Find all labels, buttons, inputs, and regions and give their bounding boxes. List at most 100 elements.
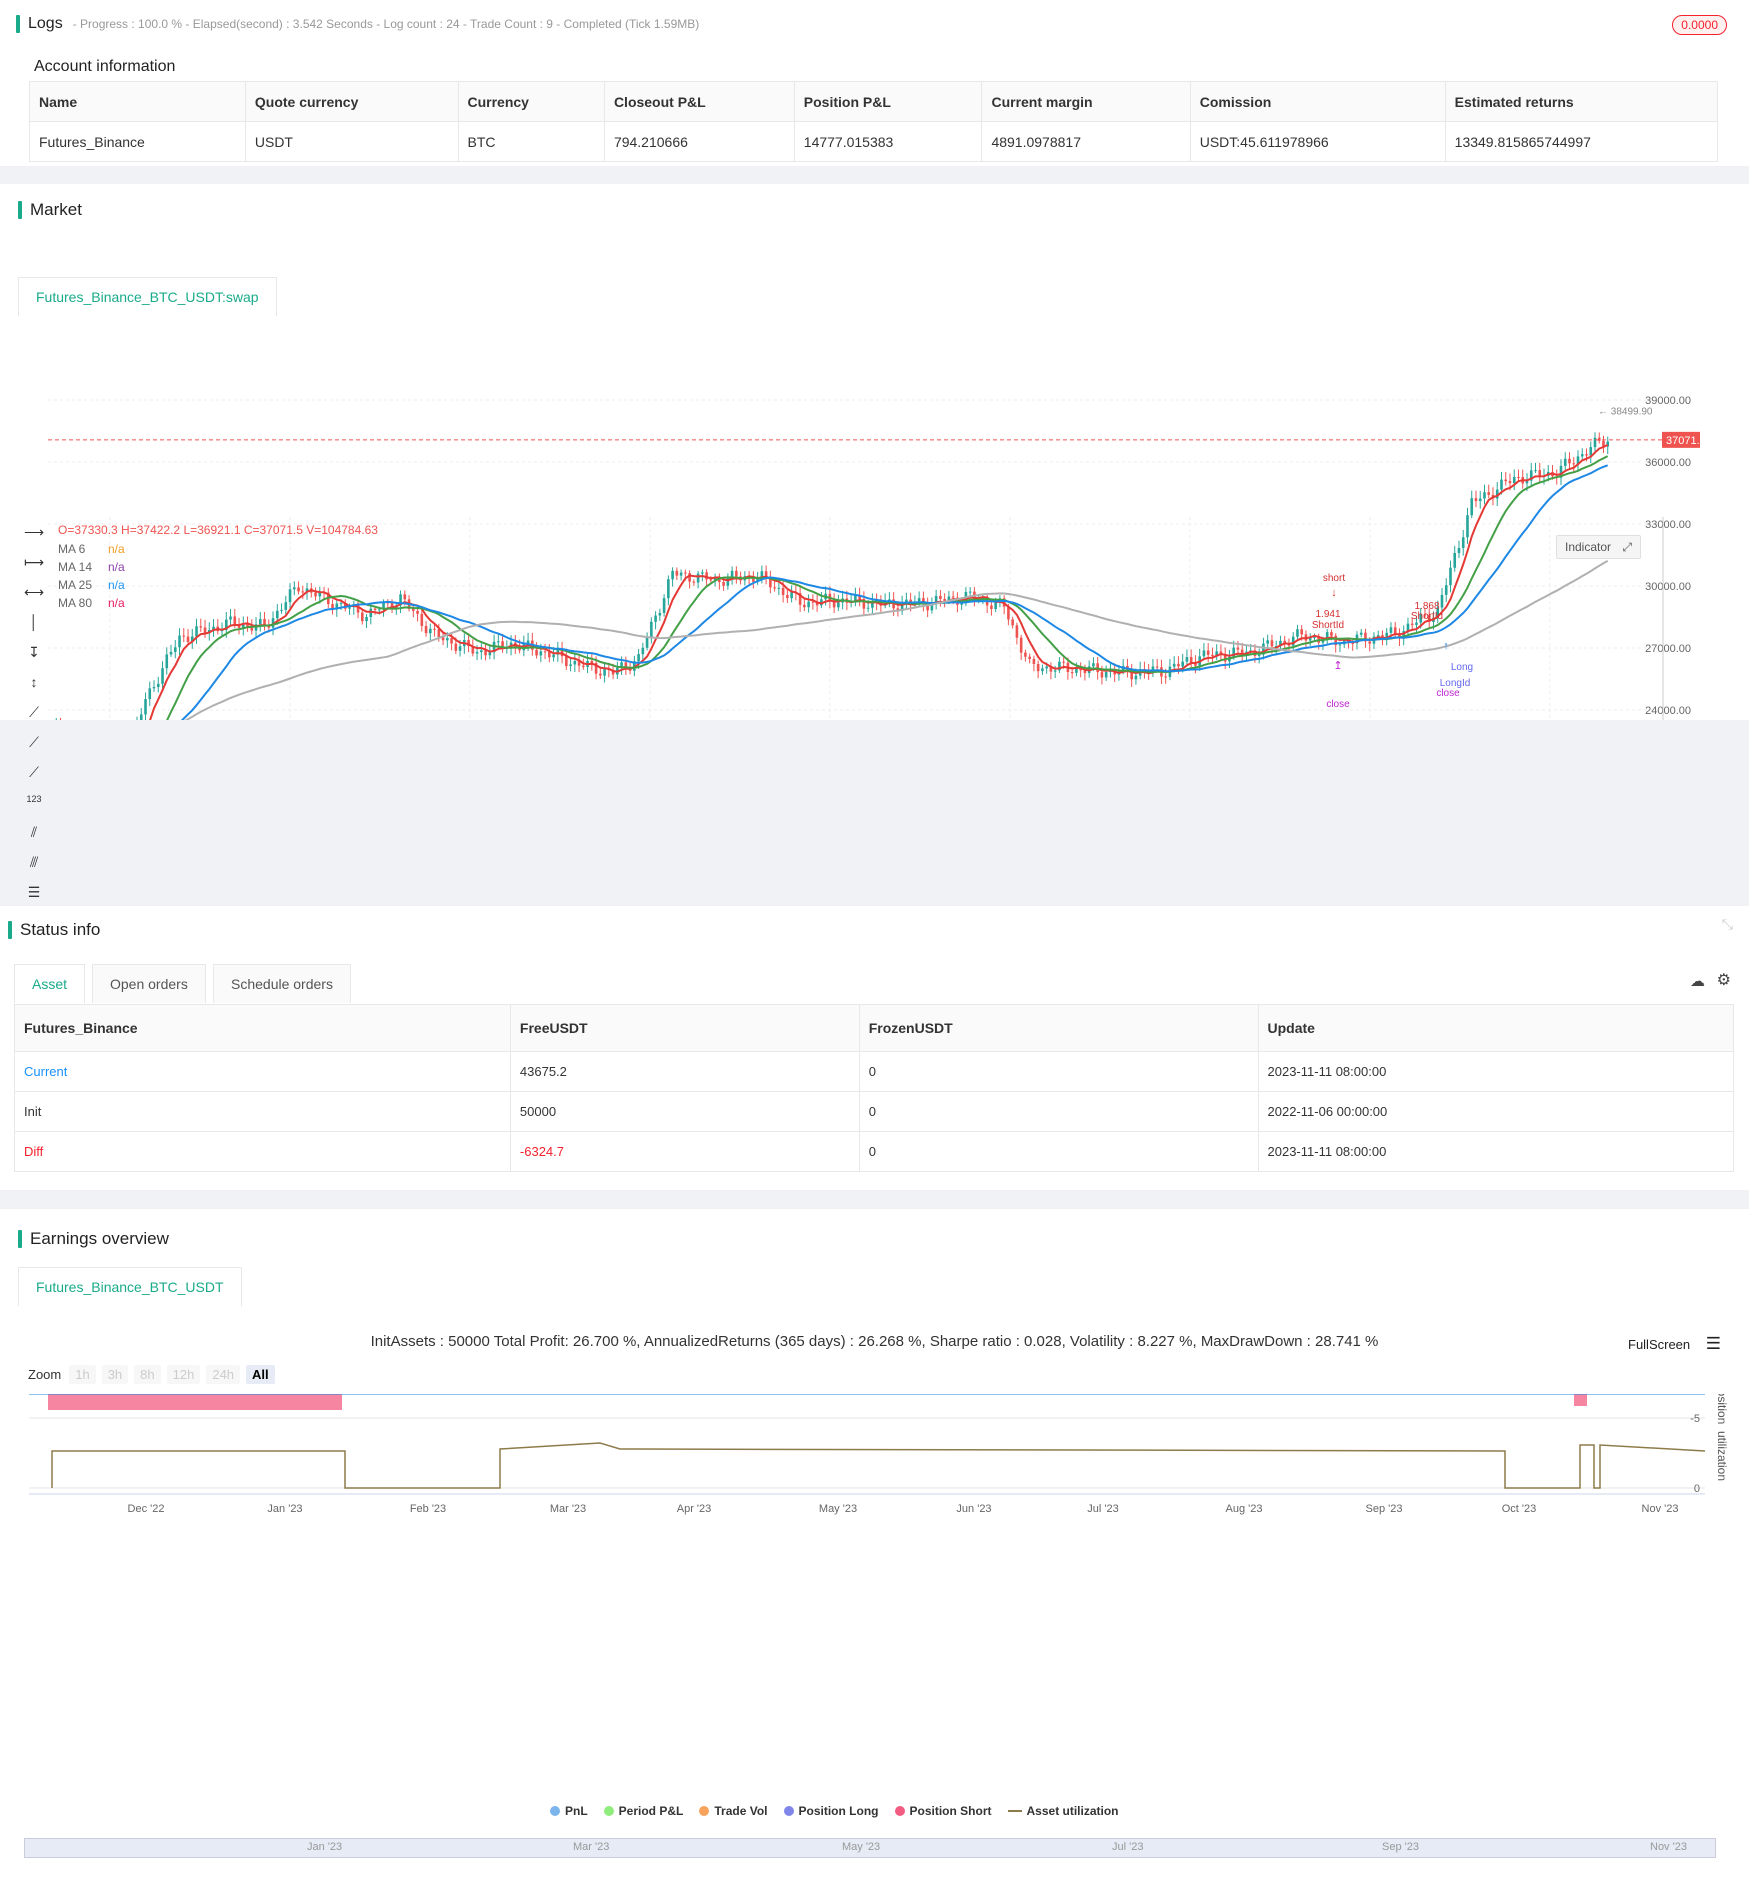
candle-body	[360, 612, 364, 622]
zoom-button-All[interactable]: All	[246, 1365, 275, 1384]
candle-body	[726, 577, 730, 586]
ray-line-tool-icon[interactable]: ⟋	[29, 734, 39, 750]
zoom-button-8h[interactable]: 8h	[134, 1365, 161, 1384]
candle-body	[1036, 664, 1040, 672]
zoom-button-12h[interactable]: 12h	[166, 1365, 201, 1384]
candle-body	[1538, 470, 1542, 477]
candle-body	[1563, 458, 1567, 466]
zoom-button-3h[interactable]: 3h	[101, 1365, 129, 1384]
candle-body	[637, 654, 640, 662]
navigator[interactable]: Jan '23 Mar '23 May '23 Jul '23 Sep '23 Nov '…	[24, 1838, 1716, 1858]
legend-item[interactable]: Position Long	[783, 1804, 879, 1818]
kline-chart[interactable]: 39000.00 36000.00 33000.00 30000.00 27000.00…	[0, 184, 1700, 720]
candle-body	[667, 579, 670, 599]
candle-body	[837, 602, 840, 608]
candle-body	[1206, 650, 1210, 655]
zoom-button-1h[interactable]: 1h	[69, 1365, 96, 1384]
candle-body	[1155, 666, 1159, 668]
candle-body	[224, 619, 228, 631]
status-tab-open-orders[interactable]: Open orders	[92, 964, 206, 1003]
candle-body	[1529, 470, 1533, 481]
candle-body	[314, 592, 317, 597]
status-card: Status info ⤡ Asset Open orders Schedule o…	[0, 906, 1749, 1190]
legend-label: Position Short	[909, 1804, 992, 1818]
download-icon[interactable]: ☁	[1690, 973, 1705, 990]
candle-body	[348, 607, 351, 609]
table-row: Current 43675.2 0 2023-11-11 08:00:00	[14, 1051, 1735, 1092]
candle-body	[832, 600, 836, 608]
account-cell: BTC	[457, 121, 605, 162]
legend-item[interactable]: Trade Vol	[699, 1804, 768, 1818]
candle-body	[280, 609, 283, 611]
candle-body	[233, 616, 237, 626]
fibonacci-tool-icon[interactable]: ⫻	[29, 854, 39, 870]
candle-body	[1444, 585, 1448, 595]
candle-body	[603, 669, 606, 676]
legend-item[interactable]: Position Short	[894, 1804, 992, 1818]
candle-body	[1572, 463, 1576, 465]
candle-body	[229, 616, 232, 620]
account-col-header: Quote currency	[244, 81, 459, 122]
horizontal-segment-tool-icon[interactable]: ⟷	[23, 584, 45, 600]
menu-icon[interactable]: ☰	[1705, 1334, 1722, 1353]
status-tab-asset[interactable]: Asset	[14, 964, 86, 1003]
earnings-symbol-tab[interactable]: Futures_Binance_BTC_USDT	[18, 1267, 242, 1306]
candle-body	[139, 714, 143, 720]
vertical-ray-tool-icon[interactable]: ↧	[28, 644, 40, 660]
candle-body	[1092, 663, 1095, 667]
candle-body	[424, 625, 428, 634]
candle-body	[1593, 437, 1597, 448]
indicator-button[interactable]: Indicator ⤢	[1556, 535, 1641, 559]
candle-body	[471, 646, 475, 654]
fullscreen-button[interactable]: FullScreen ☰	[1628, 1334, 1721, 1354]
candle-body	[705, 572, 708, 580]
earnings-chart[interactable]: 12.5k10k7.5k5k2.5k0-2.5k-5k-7.5k-10k-12.…	[0, 1394, 1749, 1864]
market-card: Market Futures_Binance_BTC_USDT:swap ⟶ ⟼…	[0, 184, 1749, 930]
fib-lines-tool-icon[interactable]: ☰	[27, 884, 41, 900]
candle-body	[701, 572, 704, 574]
parallel-channel-tool-icon[interactable]: ⫽	[30, 824, 38, 840]
ma-label: MA 6	[58, 542, 86, 556]
trend-line-tool-icon[interactable]: ⟋	[29, 704, 39, 720]
status-tab-schedule-orders[interactable]: Schedule orders	[213, 964, 351, 1003]
settings-gear-icon[interactable]: ⚙	[1716, 972, 1731, 989]
market-symbol-tab[interactable]: Futures_Binance_BTC_USDT:swap	[18, 277, 277, 316]
price-line-tool-icon[interactable]: 123	[26, 794, 42, 804]
candle-body	[480, 650, 483, 653]
candle-body	[658, 612, 662, 616]
candle-body	[458, 646, 462, 651]
candle-body	[144, 699, 147, 715]
candle-body	[148, 688, 152, 700]
candle-body	[1393, 627, 1397, 634]
candle-body	[1508, 481, 1512, 484]
candle-body	[420, 613, 424, 626]
candle-body	[569, 664, 572, 667]
expand-icon[interactable]: ⤢	[1622, 540, 1632, 554]
ma-legend-item: MA 80 n/a	[58, 594, 125, 612]
legend-dot-icon	[699, 1806, 710, 1816]
segment-tool-icon[interactable]: ⟋	[29, 764, 39, 780]
candle-body	[1576, 456, 1580, 465]
legend-label: Asset utilization	[1026, 1804, 1119, 1818]
candle-body	[1381, 635, 1384, 639]
horizontal-ray-tool-icon[interactable]: ⟼	[23, 554, 45, 570]
legend-item[interactable]: PnL	[550, 1804, 588, 1818]
candle-body	[378, 609, 381, 611]
candle-body	[301, 591, 305, 593]
horizontal-line-tool-icon[interactable]: ⟶	[23, 524, 45, 540]
candle-body	[1534, 470, 1537, 472]
candle-body	[990, 605, 993, 610]
candle-body	[1580, 454, 1584, 457]
legend-item[interactable]: Period P&L	[603, 1804, 683, 1818]
candle-body	[1223, 654, 1227, 662]
candle-body	[866, 607, 870, 609]
zoom-button-24h[interactable]: 24h	[206, 1365, 241, 1384]
candle-body	[1525, 480, 1529, 484]
vertical-segment-tool-icon[interactable]: ↕	[30, 674, 38, 690]
candle-body	[1007, 606, 1010, 620]
vertical-line-tool-icon[interactable]: │	[29, 614, 39, 630]
legend-item[interactable]: Asset utilization	[1007, 1804, 1119, 1818]
candle-body	[1053, 670, 1057, 672]
collapse-icon[interactable]: ⤡	[1721, 916, 1733, 932]
candle-body	[156, 683, 160, 688]
